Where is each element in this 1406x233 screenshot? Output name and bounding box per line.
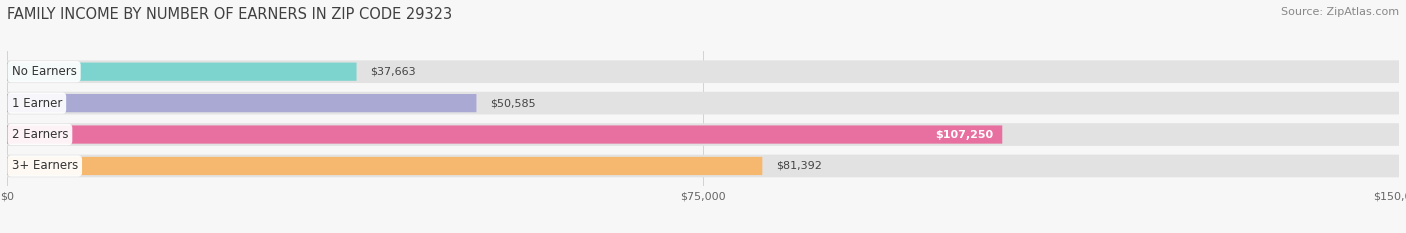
- FancyBboxPatch shape: [7, 63, 357, 81]
- Text: 1 Earner: 1 Earner: [11, 97, 62, 110]
- FancyBboxPatch shape: [7, 123, 1399, 146]
- FancyBboxPatch shape: [7, 155, 1399, 177]
- Text: Source: ZipAtlas.com: Source: ZipAtlas.com: [1281, 7, 1399, 17]
- FancyBboxPatch shape: [7, 94, 477, 112]
- FancyBboxPatch shape: [7, 60, 1399, 83]
- Text: $107,250: $107,250: [935, 130, 993, 140]
- Text: $37,663: $37,663: [370, 67, 416, 77]
- Text: No Earners: No Earners: [11, 65, 76, 78]
- Text: 3+ Earners: 3+ Earners: [11, 159, 77, 172]
- Text: $50,585: $50,585: [491, 98, 536, 108]
- FancyBboxPatch shape: [7, 125, 1002, 144]
- Text: 2 Earners: 2 Earners: [11, 128, 67, 141]
- FancyBboxPatch shape: [7, 92, 1399, 114]
- Text: $81,392: $81,392: [776, 161, 823, 171]
- Text: FAMILY INCOME BY NUMBER OF EARNERS IN ZIP CODE 29323: FAMILY INCOME BY NUMBER OF EARNERS IN ZI…: [7, 7, 453, 22]
- FancyBboxPatch shape: [7, 157, 762, 175]
